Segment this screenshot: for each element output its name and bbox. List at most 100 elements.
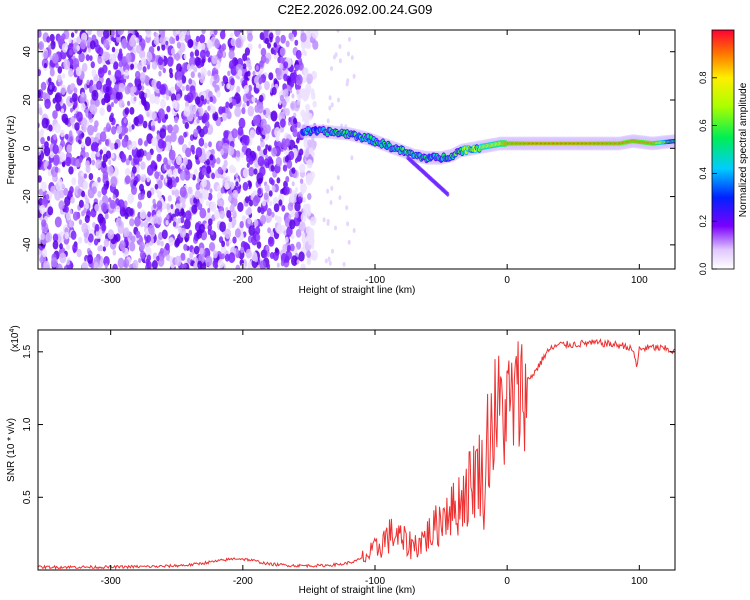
noise-cell xyxy=(234,228,241,238)
noise-cell xyxy=(271,147,278,157)
noise-cell xyxy=(197,260,203,269)
noise-cell xyxy=(94,224,100,232)
noise-cell xyxy=(64,231,70,240)
noise-cell xyxy=(254,104,260,113)
noise-cell xyxy=(111,101,114,108)
noise-cell xyxy=(246,154,252,163)
noise-cell xyxy=(103,30,110,39)
noise-cell xyxy=(181,263,185,269)
noise-cell xyxy=(117,257,125,269)
noise-cell xyxy=(114,69,122,81)
noise-cell xyxy=(168,67,173,75)
noise-cell xyxy=(181,75,187,84)
noise-cell xyxy=(247,32,253,42)
noise-cell xyxy=(75,66,82,77)
noise-cell xyxy=(259,32,265,41)
noise-cell xyxy=(346,221,350,227)
noise-cell xyxy=(69,49,73,56)
noise-cell xyxy=(103,39,110,49)
noise-cell xyxy=(276,262,280,268)
noise-cell xyxy=(123,227,130,238)
noise-cell xyxy=(127,193,134,204)
noise-cell xyxy=(178,80,183,88)
noise-cell xyxy=(298,251,305,262)
noise-cell xyxy=(194,190,201,200)
noise-cell xyxy=(220,245,227,254)
noise-cell xyxy=(279,56,285,64)
svg-text:(x104): (x104) xyxy=(9,325,21,352)
noise-cell xyxy=(80,171,84,177)
noise-cell xyxy=(151,79,157,88)
noise-cell xyxy=(104,263,108,269)
noise-cell xyxy=(38,107,43,115)
noise-cell xyxy=(171,190,175,196)
noise-cell xyxy=(255,233,261,242)
noise-cell xyxy=(207,207,211,213)
noise-cell xyxy=(209,201,217,213)
noise-cell xyxy=(89,55,93,61)
noise-cell xyxy=(179,196,184,204)
noise-cell xyxy=(138,257,142,264)
noise-cell xyxy=(291,167,296,174)
noise-cell xyxy=(186,30,190,36)
noise-cell xyxy=(72,247,77,254)
noise-cell xyxy=(99,149,104,155)
noise-cell xyxy=(308,147,314,155)
noise-cell xyxy=(186,92,194,103)
noise-cell xyxy=(70,82,76,91)
noise-cell xyxy=(38,160,42,168)
noise-cell xyxy=(298,196,302,203)
noise-cell xyxy=(97,55,103,65)
noise-cell xyxy=(142,66,147,73)
noise-cell xyxy=(81,222,88,234)
noise-cell xyxy=(184,94,188,101)
snr-exponent-close: ) xyxy=(10,325,21,328)
noise-cell xyxy=(183,54,187,60)
noise-cell xyxy=(228,252,236,264)
noise-cell xyxy=(39,204,46,215)
noise-cell xyxy=(101,161,107,169)
noise-cell xyxy=(68,166,74,175)
noise-cell xyxy=(94,120,99,128)
noise-cell xyxy=(43,260,50,269)
colorbar-ticks: 0.0 0.2 0.4 0.6 0.8 xyxy=(698,72,717,275)
noise-cell xyxy=(60,87,66,96)
noise-cell xyxy=(218,140,222,147)
noise-cell xyxy=(87,254,94,264)
noise-cell xyxy=(130,235,136,243)
noise-cell xyxy=(270,110,278,122)
colorbar-label: Normalized spectral amplitude xyxy=(738,82,749,217)
noise-cell xyxy=(47,168,53,177)
noise-cell xyxy=(73,165,77,172)
noise-cell xyxy=(197,72,201,78)
noise-cell xyxy=(326,221,330,226)
noise-cell xyxy=(85,198,90,205)
noise-cell xyxy=(81,62,88,72)
noise-cell xyxy=(164,141,172,152)
noise-cell xyxy=(49,151,54,159)
noise-cell xyxy=(139,156,143,162)
noise-cell xyxy=(225,101,230,108)
noise-cell xyxy=(61,43,68,53)
noise-cell xyxy=(40,128,45,135)
noise-cell xyxy=(85,160,90,168)
noise-cell xyxy=(179,186,187,198)
noise-cell xyxy=(201,167,207,176)
noise-cell xyxy=(294,187,299,193)
noise-cell xyxy=(57,178,63,186)
noise-cell xyxy=(85,136,92,147)
noise-cell xyxy=(350,55,354,61)
noise-cell xyxy=(102,246,107,252)
noise-cell xyxy=(227,70,231,77)
noise-cell xyxy=(174,52,180,61)
noise-cell xyxy=(106,104,112,113)
noise-cell xyxy=(207,223,213,232)
noise-cell xyxy=(53,124,57,130)
noise-cell xyxy=(241,134,248,144)
noise-cell xyxy=(91,89,99,101)
noise-cell xyxy=(209,154,214,161)
noise-cell xyxy=(302,197,307,203)
noise-cell xyxy=(293,69,297,75)
noise-cell xyxy=(123,118,127,124)
noise-cell xyxy=(49,55,53,61)
